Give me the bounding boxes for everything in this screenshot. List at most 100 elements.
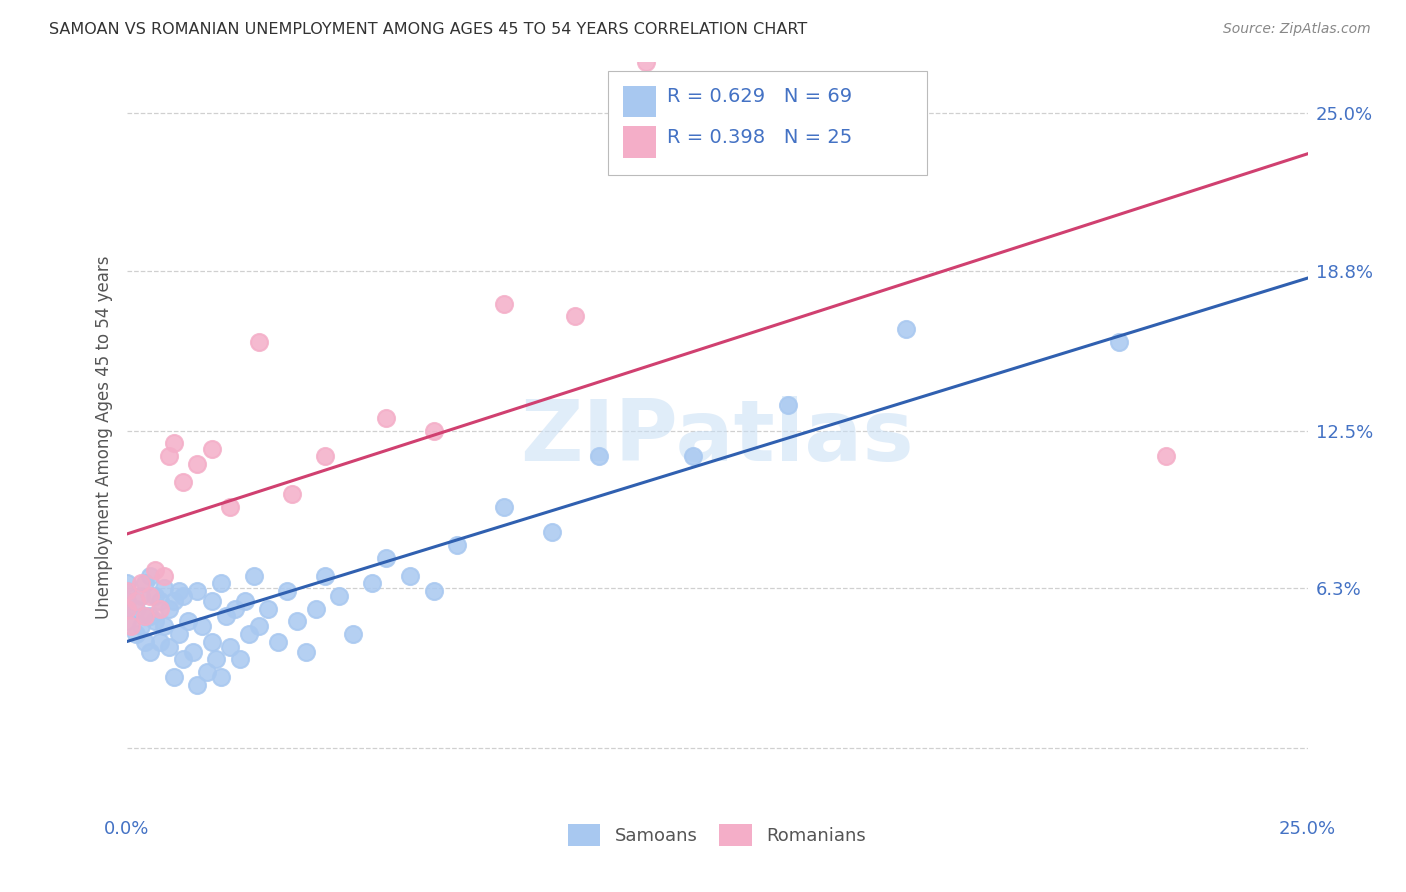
Point <box>134 576 156 591</box>
Point <box>139 645 162 659</box>
Point <box>172 652 194 666</box>
Point <box>257 601 280 615</box>
Legend: Samoans, Romanians: Samoans, Romanians <box>560 815 875 855</box>
Text: R = 0.629   N = 69: R = 0.629 N = 69 <box>668 87 852 105</box>
Point <box>134 609 156 624</box>
Point <box>139 568 162 582</box>
Point <box>149 594 172 608</box>
Point <box>125 627 148 641</box>
Point <box>191 619 214 633</box>
Point <box>1154 449 1177 463</box>
Point <box>115 601 138 615</box>
Point <box>167 627 190 641</box>
Point <box>125 601 148 615</box>
Point <box>143 563 166 577</box>
Point <box>238 627 260 641</box>
Point <box>167 583 190 598</box>
Point <box>304 601 326 615</box>
Point <box>215 609 238 624</box>
Point <box>143 614 166 628</box>
Point <box>1108 334 1130 349</box>
Text: SAMOAN VS ROMANIAN UNEMPLOYMENT AMONG AGES 45 TO 54 YEARS CORRELATION CHART: SAMOAN VS ROMANIAN UNEMPLOYMENT AMONG AG… <box>49 22 807 37</box>
Point <box>267 634 290 648</box>
Point <box>209 576 232 591</box>
Point <box>200 634 222 648</box>
Point <box>115 583 138 598</box>
Point <box>247 334 270 349</box>
Point <box>129 619 152 633</box>
FancyBboxPatch shape <box>623 126 655 158</box>
Point <box>172 589 194 603</box>
Point <box>209 670 232 684</box>
Text: Source: ZipAtlas.com: Source: ZipAtlas.com <box>1223 22 1371 37</box>
Point <box>375 411 398 425</box>
Point <box>149 601 172 615</box>
Point <box>153 581 176 595</box>
Point <box>328 589 350 603</box>
Point <box>314 568 336 582</box>
Point <box>219 500 242 514</box>
Point <box>636 55 658 70</box>
Point <box>163 594 186 608</box>
Point <box>247 619 270 633</box>
Point <box>115 583 138 598</box>
Y-axis label: Unemployment Among Ages 45 to 54 years: Unemployment Among Ages 45 to 54 years <box>94 255 112 619</box>
Point <box>120 619 142 633</box>
Point <box>342 627 364 641</box>
Point <box>186 678 208 692</box>
Point <box>157 640 180 654</box>
Point <box>564 310 586 324</box>
Point <box>422 424 444 438</box>
Point <box>285 614 308 628</box>
Point <box>588 449 610 463</box>
Point <box>115 614 138 628</box>
Point <box>181 645 204 659</box>
Point <box>200 594 222 608</box>
Point <box>163 436 186 450</box>
Point <box>375 550 398 565</box>
Point <box>494 297 516 311</box>
Point <box>115 601 138 615</box>
Point <box>115 594 138 608</box>
Point <box>682 449 704 463</box>
Point <box>281 487 304 501</box>
Point <box>446 538 468 552</box>
Point <box>186 583 208 598</box>
Point <box>422 583 444 598</box>
Point <box>243 568 266 582</box>
Point <box>172 475 194 489</box>
Point <box>153 568 176 582</box>
Point <box>129 576 152 591</box>
Point <box>177 614 200 628</box>
Point <box>295 645 318 659</box>
Point <box>134 609 156 624</box>
Point <box>224 601 246 615</box>
Point <box>115 576 138 591</box>
Text: R = 0.398   N = 25: R = 0.398 N = 25 <box>668 128 852 147</box>
Point <box>149 634 172 648</box>
Point <box>139 609 162 624</box>
Point <box>399 568 422 582</box>
Point <box>361 576 384 591</box>
FancyBboxPatch shape <box>609 71 928 175</box>
Point <box>233 594 256 608</box>
Point <box>205 652 228 666</box>
FancyBboxPatch shape <box>623 86 655 117</box>
Point <box>219 640 242 654</box>
Point <box>494 500 516 514</box>
Text: ZIPatlas: ZIPatlas <box>520 395 914 479</box>
Point <box>314 449 336 463</box>
Point <box>776 398 799 412</box>
Point <box>540 525 562 540</box>
Point <box>200 442 222 456</box>
Point <box>186 457 208 471</box>
Point <box>139 589 162 603</box>
Point <box>894 322 917 336</box>
Point <box>157 601 180 615</box>
Point <box>125 594 148 608</box>
Point <box>129 589 152 603</box>
Point <box>134 634 156 648</box>
Point <box>157 449 180 463</box>
Point <box>195 665 218 679</box>
Point <box>276 583 298 598</box>
